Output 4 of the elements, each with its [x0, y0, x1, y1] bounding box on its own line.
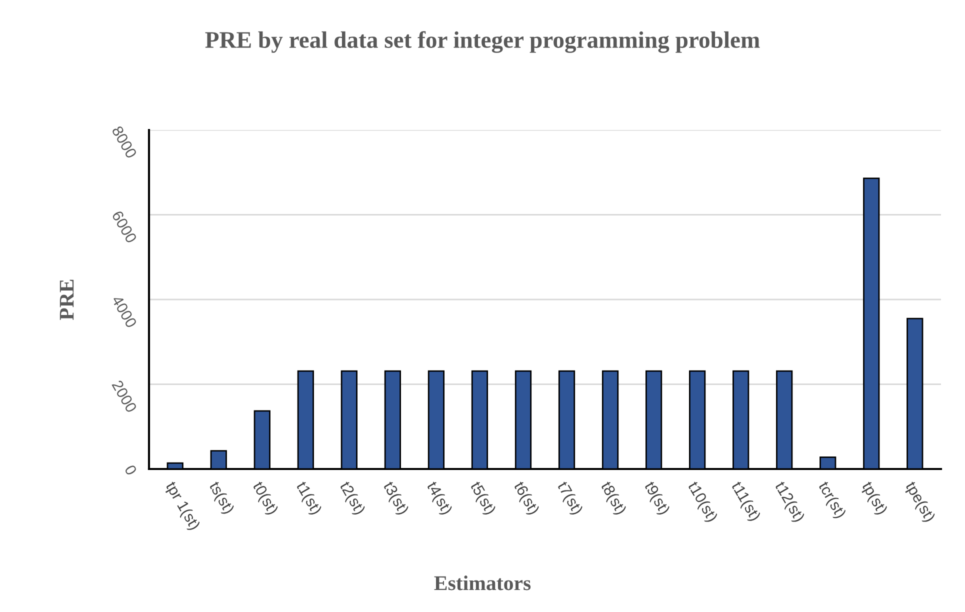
y-tick-label: 0: [124, 464, 138, 476]
y-axis-title: PRE: [60, 280, 74, 320]
chart-title: PRE by real data set for integer programming problem: [205, 31, 760, 53]
x-axis-title: Estimators: [434, 576, 531, 590]
